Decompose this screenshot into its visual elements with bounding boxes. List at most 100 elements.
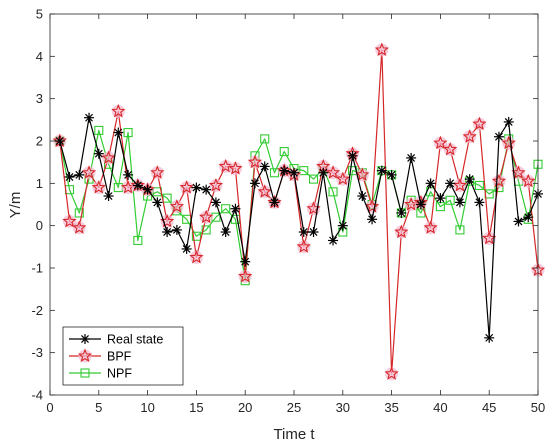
data-point-bpf <box>482 230 497 245</box>
x-tick-label: 40 <box>433 400 447 415</box>
data-point-real-state <box>171 224 182 235</box>
y-tick-label: 5 <box>36 7 43 22</box>
data-point-bpf <box>511 165 526 179</box>
data-point-npf <box>94 125 104 135</box>
data-point-bpf <box>364 199 380 213</box>
legend-label: BPF <box>107 350 132 364</box>
data-point-real-state <box>279 165 290 176</box>
data-point-real-state <box>113 127 124 138</box>
data-point-real-state <box>220 227 231 238</box>
data-point-npf <box>455 225 465 235</box>
data-point-bpf <box>228 161 243 175</box>
series-line-real-state <box>59 117 539 339</box>
data-point-npf <box>328 187 338 197</box>
data-point-bpf <box>325 165 341 179</box>
y-tick-label: 4 <box>36 49 43 64</box>
data-point-npf <box>221 204 231 214</box>
data-point-bpf <box>150 165 165 179</box>
data-point-bpf <box>189 249 204 264</box>
data-point-bpf <box>374 42 389 57</box>
data-point-npf <box>133 235 143 246</box>
data-point-npf <box>308 174 319 184</box>
data-point-real-state <box>493 131 504 142</box>
data-point-real-state <box>249 178 260 189</box>
data-point-real-state <box>289 167 299 178</box>
data-point-real-state <box>269 197 280 208</box>
x-tick-label: 10 <box>140 400 154 415</box>
data-point-real-state <box>425 178 436 189</box>
data-point-real-state <box>484 332 495 343</box>
data-point-bpf <box>521 173 536 188</box>
x-tick-label: 0 <box>46 400 53 415</box>
y-tick-label: 1 <box>36 176 43 191</box>
data-point-bpf <box>169 199 185 213</box>
legend-label: Real state <box>107 333 163 347</box>
legend-item-bpf: BPF <box>69 348 132 364</box>
data-point-bpf <box>62 213 77 228</box>
y-tick-label: 2 <box>36 134 43 149</box>
y-axis-label: Y/m <box>7 192 24 219</box>
data-point-bpf <box>462 129 477 143</box>
data-point-real-state <box>318 167 329 178</box>
data-point-bpf <box>394 224 409 239</box>
series-real-state <box>54 112 543 343</box>
data-point-real-state <box>84 112 95 123</box>
data-point-bpf <box>472 116 487 131</box>
data-point-npf <box>201 225 211 235</box>
data-point-real-state <box>142 184 153 195</box>
y-tick-label: -2 <box>31 303 43 318</box>
data-point-npf <box>474 180 484 190</box>
data-point-real-state <box>64 171 75 182</box>
data-point-bpf <box>355 167 370 181</box>
data-point-real-state <box>328 235 339 246</box>
data-point-npf <box>299 166 309 176</box>
data-point-bpf <box>335 171 350 186</box>
data-point-real-state <box>367 214 378 225</box>
data-point-bpf <box>179 180 194 194</box>
data-point-real-state <box>435 193 446 204</box>
x-tick-label: 25 <box>287 400 301 415</box>
data-point-bpf <box>238 268 253 283</box>
data-point-bpf <box>91 180 106 194</box>
data-point-real-state <box>513 216 524 227</box>
data-point-npf <box>123 127 133 138</box>
x-tick-label: 20 <box>238 400 252 415</box>
data-point-bpf <box>433 135 448 150</box>
data-point-real-state <box>191 182 202 193</box>
x-tick-label: 50 <box>531 400 545 415</box>
legend-marker-real-state <box>80 334 90 344</box>
x-tick-label: 45 <box>482 400 496 415</box>
data-point-real-state <box>298 227 309 238</box>
data-point-real-state <box>386 169 397 180</box>
data-point-real-state <box>103 191 114 202</box>
series-layer <box>52 42 546 381</box>
data-point-real-state <box>523 212 534 223</box>
x-tick-label: 30 <box>336 400 350 415</box>
data-point-bpf <box>199 209 214 224</box>
y-tick-label: -3 <box>31 345 43 360</box>
data-point-real-state <box>474 197 485 208</box>
data-point-real-state <box>396 207 407 218</box>
data-point-real-state <box>337 220 348 231</box>
data-point-real-state <box>74 169 85 180</box>
data-point-npf <box>191 231 201 241</box>
data-point-bpf <box>443 141 458 156</box>
data-point-npf <box>279 147 289 157</box>
legend-label: NPF <box>107 367 132 381</box>
data-point-real-state <box>152 197 163 208</box>
data-point-real-state <box>181 243 192 254</box>
data-point-npf <box>74 208 84 218</box>
data-point-real-state <box>210 197 221 208</box>
data-point-real-state <box>347 150 358 161</box>
y-tick-label: 0 <box>36 218 43 233</box>
data-point-npf <box>445 195 455 205</box>
data-point-real-state <box>132 180 143 191</box>
legend-item-real-state: Real state <box>69 333 163 347</box>
data-point-bpf <box>101 150 116 165</box>
data-point-real-state <box>445 178 456 189</box>
y-tick-label: 3 <box>36 91 43 106</box>
series-line-npf <box>59 129 539 282</box>
x-tick-label: 5 <box>95 400 102 415</box>
data-point-real-state <box>123 169 134 180</box>
y-tick-label: -1 <box>31 261 43 276</box>
